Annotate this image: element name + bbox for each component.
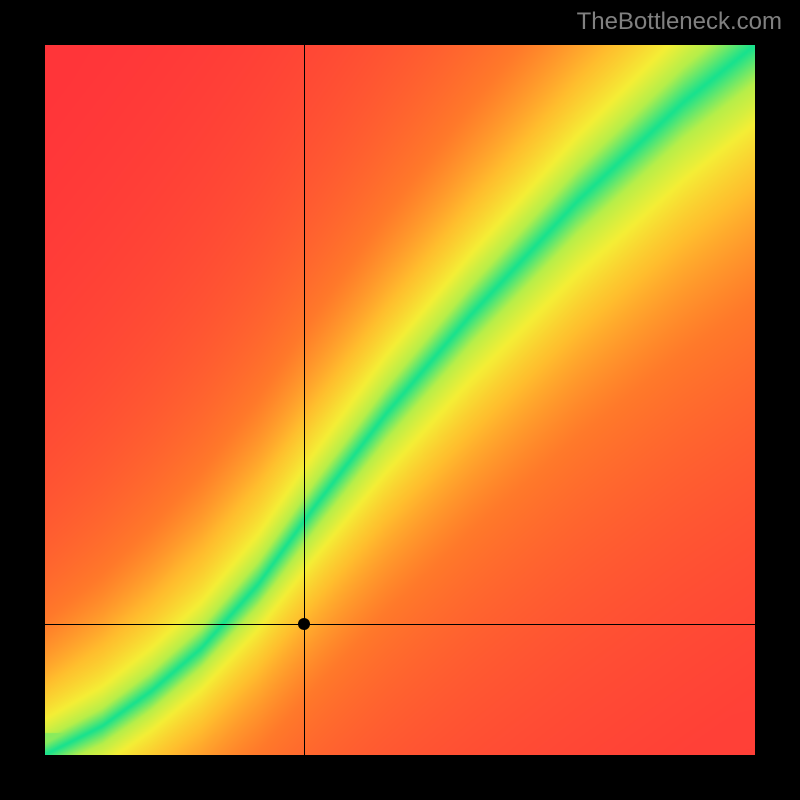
crosshair-marker [298, 618, 310, 630]
heatmap-plot-area [45, 45, 755, 755]
crosshair-vertical [304, 45, 305, 755]
heatmap-canvas [45, 45, 755, 755]
watermark-text: TheBottleneck.com [577, 8, 782, 36]
crosshair-horizontal [45, 624, 755, 625]
